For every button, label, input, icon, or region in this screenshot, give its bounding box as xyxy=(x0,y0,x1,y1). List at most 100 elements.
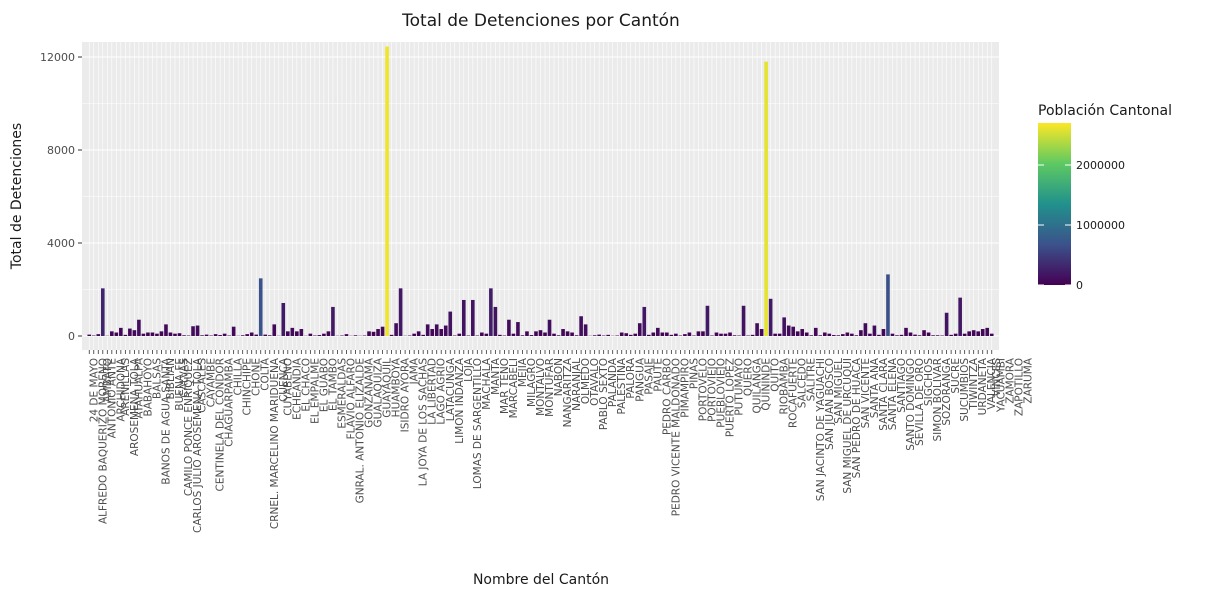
bar xyxy=(516,322,520,336)
x-tick-label: LATACUNGA xyxy=(445,357,457,421)
bar xyxy=(416,331,421,336)
bar xyxy=(841,334,845,336)
x-tick-label: 24 DE MAYO xyxy=(88,358,100,422)
x-tick-label: BUENA FE xyxy=(174,358,186,411)
bar xyxy=(890,333,895,336)
x-tick-label: CHINCHIPE xyxy=(242,358,254,415)
bar xyxy=(574,335,579,336)
bar xyxy=(759,329,764,336)
bar xyxy=(750,334,755,336)
x-tick-label: PALANDA xyxy=(607,357,619,407)
bar xyxy=(222,333,227,336)
bar xyxy=(980,329,985,336)
bar xyxy=(87,334,92,336)
bar xyxy=(628,334,633,336)
x-tick-label: MONTALVO xyxy=(535,358,547,416)
x-tick-label: EL CHACO xyxy=(300,358,312,412)
x-tick-label: VINCES xyxy=(991,358,1003,397)
y-tick-label: 4000 xyxy=(47,237,75,250)
bar xyxy=(191,326,195,336)
x-tick-label: OTAVALO xyxy=(589,358,601,406)
bar xyxy=(173,333,177,336)
bar xyxy=(773,333,777,336)
x-tick-label: SOZORANGA xyxy=(941,357,953,425)
bar xyxy=(146,332,150,336)
bar xyxy=(917,335,922,336)
bar xyxy=(263,334,268,336)
bar xyxy=(913,334,917,336)
x-tick-label: SEVILLA DE ORO xyxy=(914,358,926,446)
bar xyxy=(380,326,385,336)
bar xyxy=(371,331,376,336)
bar xyxy=(565,331,570,336)
bar xyxy=(985,327,990,336)
x-tick-label: YACUAMBI xyxy=(995,358,1007,413)
bar xyxy=(344,334,349,336)
bar xyxy=(110,331,114,336)
x-tick-label: SIGCHOS xyxy=(923,358,935,406)
x-tick-label: TIWINTZA xyxy=(968,357,980,410)
x-tick-label: ARCHIDONA xyxy=(115,357,127,421)
x-tick-label: COLTA xyxy=(260,357,272,391)
bar xyxy=(850,333,854,336)
bar xyxy=(498,334,502,336)
x-tick-label: SANTA CLARA xyxy=(878,357,890,430)
x-tick-label: ISIDRO AYORA xyxy=(400,357,412,432)
x-tick-label: MACHALA xyxy=(481,357,493,410)
bar xyxy=(412,333,416,336)
bar xyxy=(967,331,971,336)
x-tick-label: LAGO AGRIO xyxy=(436,358,448,425)
bar xyxy=(705,305,710,336)
x-tick-label: QUITO xyxy=(770,358,782,392)
bar xyxy=(308,333,313,336)
bar xyxy=(439,329,444,336)
x-tick-label: ALFREDO BAQUERIZO MORENO xyxy=(97,358,109,524)
bar xyxy=(845,332,850,336)
bar xyxy=(317,335,322,336)
x-tick-label: ZAMORA xyxy=(1004,357,1016,404)
bar xyxy=(425,324,430,336)
y-tick-label: 0 xyxy=(68,330,75,343)
chart-title: Total de Detenciones por Cantón xyxy=(401,11,680,31)
x-tick-label: MILAGRO xyxy=(526,358,538,407)
x-tick-label: PORTOVIEJO xyxy=(706,358,718,422)
x-tick-label: ANTONIO ANTE xyxy=(106,358,118,438)
bar xyxy=(877,334,881,336)
bar xyxy=(863,323,868,336)
x-tick-label: BIBLIAN xyxy=(165,358,177,400)
bar xyxy=(434,324,439,336)
bar xyxy=(213,334,218,336)
bar xyxy=(922,330,926,336)
bar xyxy=(249,332,254,336)
x-tick-label: VALENCIA xyxy=(986,357,998,409)
bar xyxy=(822,332,827,336)
x-tick-label: PUERTO LOPEZ xyxy=(725,358,737,437)
bar xyxy=(561,329,565,336)
x-tick-label: RIOBAMBA xyxy=(779,357,791,414)
bar xyxy=(507,319,511,336)
bar xyxy=(200,335,204,336)
bar xyxy=(813,327,818,336)
bar xyxy=(633,333,638,336)
bar xyxy=(182,335,186,336)
bar xyxy=(218,335,222,336)
bar xyxy=(322,333,326,336)
bar xyxy=(624,333,629,336)
bar xyxy=(480,332,484,336)
bar xyxy=(299,329,304,336)
bar xyxy=(421,334,425,336)
x-tick-label: LA LIBERTAD xyxy=(427,358,439,425)
x-tick-label: PALORA xyxy=(625,357,637,398)
x-tick-label: QUININDE xyxy=(761,358,773,411)
bar xyxy=(543,332,547,336)
x-tick-label: SANTA ELENA xyxy=(887,357,899,430)
x-tick-label: SIMON BOLIVAR xyxy=(932,358,944,442)
x-tick-label: FLAVIO ALFARO xyxy=(345,358,357,439)
x-tick-label: CALVAS xyxy=(179,358,191,398)
bar xyxy=(123,334,128,336)
x-tick-label: BALSAS xyxy=(151,358,163,399)
bar xyxy=(254,334,259,336)
bar xyxy=(904,327,908,336)
legend-title: Población Cantonal xyxy=(1038,103,1172,119)
